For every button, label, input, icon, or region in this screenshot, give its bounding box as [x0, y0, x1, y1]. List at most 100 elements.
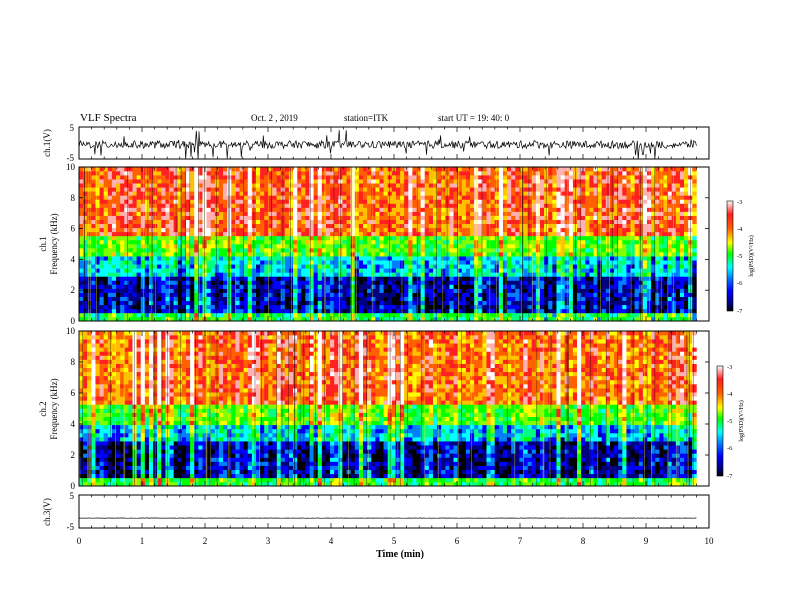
- spectrogram-cell: [293, 179, 298, 184]
- spectrogram-cell: [478, 203, 483, 208]
- spectrogram-cell: [243, 215, 249, 220]
- spectrogram-cell: [379, 276, 384, 281]
- spectrogram-cell: [202, 195, 207, 200]
- spectrogram-cell: [363, 195, 368, 200]
- spectrogram-cell: [218, 179, 224, 184]
- spectrogram-cell: [502, 244, 508, 249]
- spectrogram-cell: [313, 292, 319, 297]
- spectrogram-cell: [181, 276, 187, 281]
- spectrogram-cell: [342, 276, 347, 281]
- spectrogram-cell: [453, 239, 458, 245]
- spectrogram-cell: [601, 191, 607, 196]
- spectrogram-cell: [293, 244, 298, 249]
- spectrogram-cell: [132, 244, 137, 249]
- spectrogram-cell: [572, 219, 578, 225]
- spectrogram-cell: [379, 239, 384, 245]
- spectrogram-cell: [87, 292, 92, 297]
- spectrogram-cell: [465, 244, 471, 249]
- spectrogram-cell: [301, 231, 306, 237]
- spectrogram-cell: [169, 219, 174, 225]
- spectrogram-cell: [177, 264, 183, 269]
- spectrogram-cell: [358, 195, 364, 200]
- spectrogram-cell: [367, 187, 372, 192]
- spectrogram-cell: [309, 304, 314, 310]
- spectrogram-cell: [581, 268, 586, 273]
- spectrogram-cell: [239, 235, 244, 241]
- spectrogram-cell: [482, 167, 487, 172]
- spectrogram-cell: [597, 248, 603, 253]
- spectrogram-cell: [395, 312, 401, 318]
- spectrogram-cell: [317, 272, 323, 277]
- spectrogram-cell: [391, 223, 397, 229]
- spectrogram-cell: [531, 171, 537, 176]
- spectrogram-cell: [235, 215, 240, 220]
- spectrogram-cell: [379, 179, 384, 184]
- spectrogram-cell: [120, 276, 125, 281]
- spectrogram-cell: [585, 276, 590, 281]
- spectrogram-cell: [548, 235, 553, 241]
- spectrogram-cell: [284, 308, 290, 314]
- spectrogram-cell: [218, 264, 224, 269]
- spectrogram-cell: [161, 219, 166, 225]
- spectrogram-cell: [453, 268, 458, 273]
- spectrogram-cell: [181, 199, 187, 204]
- spectrogram-cell: [395, 296, 401, 302]
- spectrogram-cell: [494, 239, 500, 245]
- spectrogram-cell: [214, 195, 220, 200]
- spectrogram-cell: [177, 292, 183, 297]
- spectrogram-cell: [194, 171, 199, 176]
- spectrogram-cell: [519, 256, 524, 261]
- spectrogram-cell: [379, 280, 384, 285]
- spectrogram-cell: [243, 191, 249, 196]
- spectrogram-cell: [527, 280, 533, 285]
- spectrogram-cell: [601, 223, 607, 229]
- spectrogram-cell: [218, 187, 224, 192]
- spectrogram-cell: [317, 187, 323, 192]
- spectrogram-cell: [305, 304, 310, 310]
- spectrogram-cell: [284, 264, 290, 269]
- spectrogram-cell: [395, 211, 401, 216]
- spectrogram-cell: [383, 199, 388, 204]
- spectrogram-cell: [120, 292, 125, 297]
- spectrogram-cell: [120, 179, 125, 184]
- spectrogram-cell: [585, 292, 590, 297]
- spectrogram-cell: [371, 171, 376, 176]
- spectrogram-cell: [268, 256, 273, 261]
- spectrogram-cell: [589, 288, 594, 293]
- spectrogram-cell: [437, 191, 442, 196]
- spectrogram-cell: [465, 312, 471, 318]
- spectrogram-cell: [408, 191, 413, 196]
- spectrogram-cell: [247, 179, 253, 184]
- spectrogram-cell: [589, 211, 594, 216]
- spectrogram-cell: [453, 191, 458, 196]
- spectrogram-cell: [83, 175, 88, 180]
- spectrogram-cell: [301, 300, 306, 306]
- spectrogram-cell: [272, 304, 277, 310]
- spectrogram-cell: [255, 195, 261, 200]
- spectrogram-cell: [87, 223, 92, 229]
- spectrogram-cell: [498, 300, 504, 306]
- spectrogram-cell: [99, 308, 104, 314]
- spectrogram-cell: [103, 219, 109, 225]
- spectrogram-cell: [169, 288, 174, 293]
- spectrogram-cell: [437, 252, 442, 257]
- spectrogram-cell: [383, 268, 388, 273]
- spectrogram-cell: [268, 239, 273, 245]
- spectrogram-cell: [210, 256, 216, 261]
- spectrogram-cell: [523, 223, 528, 229]
- spectrogram-cell: [568, 191, 574, 196]
- spectrogram-cell: [120, 223, 125, 229]
- spectrogram-cell: [416, 316, 421, 322]
- spectrogram-cell: [486, 296, 491, 302]
- spectrogram-cell: [502, 292, 508, 297]
- spectrogram-cell: [548, 256, 553, 261]
- spectrogram-cell: [375, 239, 380, 245]
- spectrogram-cell: [581, 191, 586, 196]
- spectrogram-cell: [461, 215, 467, 220]
- spectrogram-cell: [91, 223, 96, 229]
- spectrogram-cell: [317, 231, 323, 237]
- spectrogram-cell: [140, 304, 146, 310]
- spectrogram-cell: [519, 171, 524, 176]
- spectrogram-cell: [153, 171, 158, 176]
- spectrogram-cell: [140, 288, 146, 293]
